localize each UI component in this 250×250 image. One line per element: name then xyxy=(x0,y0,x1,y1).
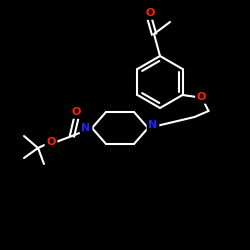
Text: O: O xyxy=(46,137,56,147)
Text: N: N xyxy=(148,120,158,130)
Text: O: O xyxy=(197,92,206,102)
Text: O: O xyxy=(145,8,155,18)
Text: O: O xyxy=(71,107,81,117)
Text: N: N xyxy=(82,123,90,133)
